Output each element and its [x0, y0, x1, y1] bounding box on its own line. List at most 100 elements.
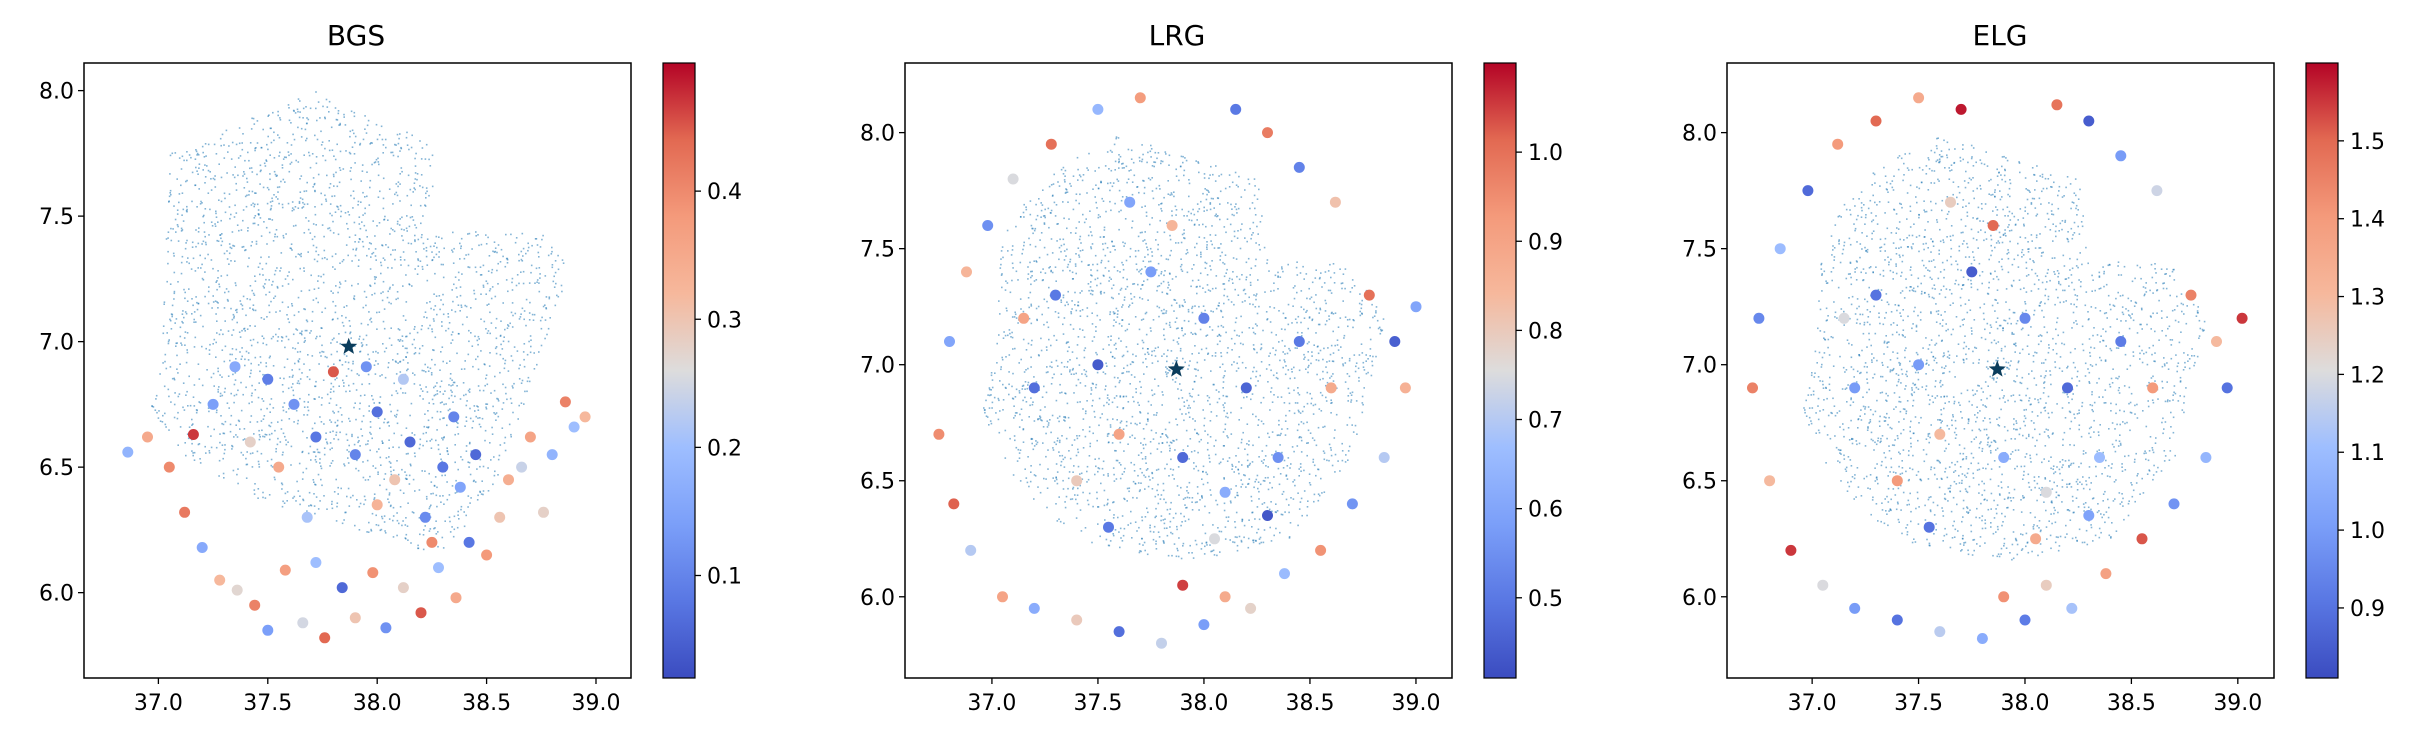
- background-point: [399, 218, 401, 220]
- background-point: [482, 389, 485, 392]
- background-point: [1260, 361, 1263, 363]
- background-point: [228, 263, 230, 265]
- background-point: [434, 393, 437, 396]
- background-point: [1069, 359, 1071, 361]
- background-point: [312, 186, 314, 188]
- background-point: [297, 311, 300, 313]
- background-point: [1267, 488, 1270, 491]
- background-point: [251, 401, 253, 403]
- background-point: [1251, 393, 1254, 395]
- background-point: [233, 383, 236, 386]
- background-point: [1130, 510, 1132, 513]
- background-point: [1142, 318, 1145, 320]
- background-point: [1241, 391, 1243, 394]
- background-point: [1284, 420, 1287, 422]
- background-point: [1081, 290, 1083, 292]
- background-point: [431, 251, 433, 253]
- background-point: [1189, 438, 1192, 440]
- background-point: [256, 120, 259, 122]
- background-point: [169, 283, 172, 285]
- background-point: [1130, 298, 1133, 300]
- background-point: [1306, 402, 1309, 405]
- background-point: [466, 400, 468, 402]
- background-point: [1332, 330, 1334, 333]
- background-point: [1103, 404, 1105, 407]
- background-point: [511, 281, 513, 284]
- background-point: [1075, 272, 1077, 275]
- background-point: [538, 351, 540, 353]
- background-point: [1157, 483, 1159, 486]
- background-point: [384, 376, 387, 379]
- background-point: [1228, 279, 1230, 282]
- background-point: [368, 311, 370, 313]
- background-point: [1229, 500, 1232, 502]
- background-point: [1142, 341, 1145, 344]
- background-point: [1040, 216, 1042, 218]
- background-point: [185, 180, 187, 183]
- background-point: [1247, 466, 1249, 468]
- background-point: [1133, 463, 1136, 466]
- background-point: [297, 361, 300, 363]
- background-point: [519, 316, 522, 318]
- background-point: [1365, 354, 1367, 356]
- galaxy-point: [481, 549, 493, 561]
- background-point: [1339, 268, 1341, 270]
- background-point: [407, 264, 410, 267]
- background-point: [1006, 282, 1009, 284]
- background-point: [377, 196, 380, 198]
- background-point: [352, 382, 355, 385]
- background-point: [450, 384, 452, 387]
- background-point: [311, 310, 314, 313]
- background-point: [313, 493, 315, 495]
- background-point: [1129, 436, 1131, 438]
- background-point: [384, 532, 387, 534]
- background-point: [177, 444, 179, 446]
- background-point: [441, 401, 443, 403]
- background-point: [384, 215, 386, 218]
- background-point: [1077, 247, 1080, 249]
- background-point: [233, 315, 235, 318]
- background-point: [1028, 237, 1030, 240]
- background-point: [320, 144, 323, 146]
- background-point: [1012, 267, 1014, 269]
- background-point: [1351, 287, 1353, 289]
- background-point: [1209, 290, 1212, 292]
- background-point: [486, 304, 488, 306]
- background-point: [1051, 195, 1054, 197]
- background-point: [1222, 404, 1224, 406]
- background-point: [1026, 481, 1029, 484]
- background-point: [1226, 295, 1229, 298]
- background-point: [1052, 449, 1055, 451]
- background-point: [1258, 244, 1260, 246]
- background-point: [1173, 191, 1175, 193]
- background-point: [311, 320, 314, 322]
- background-point: [429, 324, 431, 327]
- background-point: [331, 507, 334, 510]
- background-point: [1047, 422, 1050, 424]
- background-point: [1050, 383, 1053, 385]
- background-point: [1106, 401, 1108, 404]
- background-point: [186, 239, 188, 242]
- background-point: [391, 151, 394, 154]
- background-point: [1181, 208, 1183, 211]
- background-point: [335, 404, 338, 406]
- background-point: [1043, 222, 1046, 224]
- background-point: [404, 477, 407, 480]
- background-point: [1040, 209, 1043, 212]
- background-point: [1176, 424, 1179, 426]
- background-point: [1029, 261, 1031, 264]
- background-point: [1197, 369, 1199, 372]
- background-point: [510, 433, 512, 436]
- background-point: [497, 400, 500, 402]
- background-point: [1231, 349, 1233, 351]
- background-point: [1056, 482, 1059, 485]
- background-point: [388, 288, 391, 290]
- background-point: [322, 105, 324, 108]
- background-point: [456, 526, 459, 529]
- background-point: [1354, 424, 1357, 427]
- background-point: [1027, 297, 1030, 299]
- background-point: [1208, 396, 1211, 399]
- background-point: [1085, 218, 1087, 220]
- background-point: [402, 359, 405, 361]
- background-point: [177, 395, 180, 398]
